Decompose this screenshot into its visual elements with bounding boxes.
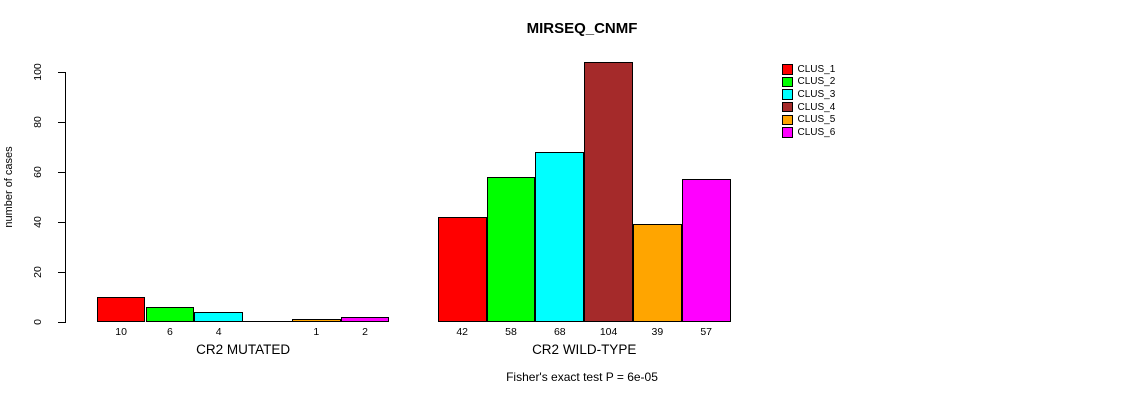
legend-swatch xyxy=(782,127,793,138)
legend-row: CLUS_5 xyxy=(782,114,835,127)
y-tick xyxy=(58,172,65,173)
legend-label: CLUS_3 xyxy=(797,89,836,101)
legend: CLUS_1 CLUS_2 CLUS_3 CLUS_4 CLUS_5 CLUS_6 xyxy=(782,63,835,139)
bar xyxy=(194,312,244,322)
legend-row: CLUS_3 xyxy=(782,88,835,101)
bar-value-label: 1 xyxy=(313,326,320,338)
bar xyxy=(633,224,682,322)
caption: Fisher's exact test P = 6e-05 xyxy=(506,370,658,384)
bar-value-label: 42 xyxy=(456,326,469,338)
y-tick-label: 80 xyxy=(32,116,44,128)
legend-swatch xyxy=(782,101,793,113)
legend-label: CLUS_1 xyxy=(797,63,836,75)
legend-label: CLUS_5 xyxy=(797,114,836,126)
y-tick-label: 40 xyxy=(32,216,44,228)
legend-row: CLUS_6 xyxy=(782,126,835,139)
bar-value-label: 6 xyxy=(166,326,173,338)
bar xyxy=(584,62,633,322)
chart-title: MIRSEQ_CNMF xyxy=(526,20,638,37)
bar xyxy=(145,307,195,322)
y-tick xyxy=(58,72,65,73)
y-axis-line xyxy=(65,72,66,323)
bar-value-label: 2 xyxy=(362,326,368,338)
legend-row: CLUS_1 xyxy=(782,63,835,76)
bar-value-label: 104 xyxy=(599,326,618,338)
y-tick-label: 60 xyxy=(32,166,44,178)
y-tick xyxy=(58,222,65,223)
bar-value-label: 68 xyxy=(553,326,566,338)
legend-label: CLUS_4 xyxy=(797,101,836,113)
bar xyxy=(535,152,585,322)
bar xyxy=(437,217,487,322)
y-tick-label: 100 xyxy=(32,63,44,81)
bar xyxy=(291,319,341,322)
y-tick xyxy=(58,322,65,323)
bar-zero-line xyxy=(243,321,292,322)
y-tick-label: 0 xyxy=(32,319,44,325)
legend-row: CLUS_2 xyxy=(782,76,835,89)
bar xyxy=(96,297,146,322)
bar-value-label: 10 xyxy=(115,326,127,338)
bar-value-label: 4 xyxy=(215,326,222,338)
bar-value-label: 57 xyxy=(700,326,713,338)
bar xyxy=(486,177,536,322)
bar xyxy=(340,317,390,322)
legend-swatch xyxy=(782,114,793,126)
group-label: CR2 MUTATED xyxy=(196,342,291,357)
y-axis-label: number of cases xyxy=(3,146,15,228)
legend-label: CLUS_6 xyxy=(797,127,836,139)
y-tick xyxy=(58,122,65,123)
y-tick xyxy=(58,272,65,273)
legend-swatch xyxy=(782,64,793,75)
legend-swatch xyxy=(782,76,793,88)
y-tick-label: 20 xyxy=(32,266,44,278)
bar xyxy=(681,179,731,322)
legend-swatch xyxy=(782,89,793,100)
legend-label: CLUS_2 xyxy=(797,76,836,88)
group-label: CR2 WILD-TYPE xyxy=(532,342,637,357)
bar-value-label: 39 xyxy=(651,326,664,338)
bar-value-label: 58 xyxy=(505,326,517,338)
legend-row: CLUS_4 xyxy=(782,101,835,114)
